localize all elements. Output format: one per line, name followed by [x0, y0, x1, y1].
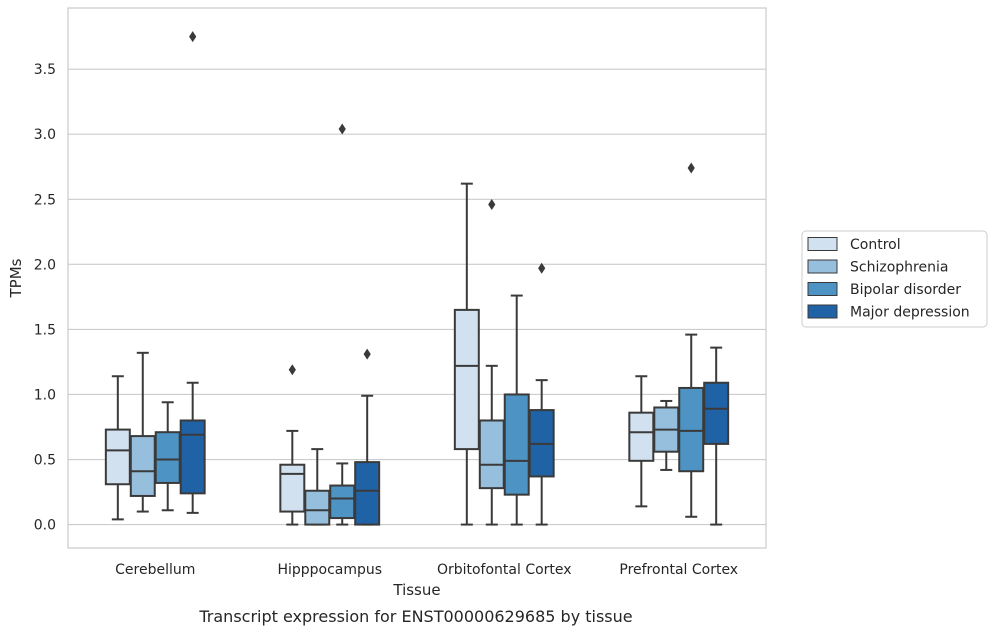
y-tick-label: 2.5 [34, 192, 56, 208]
box-iqr [354, 461, 381, 526]
x-tick-label: Cerebellum [115, 562, 195, 578]
legend-item-control[interactable]: Control [807, 237, 901, 253]
plot-frame [67, 7, 767, 549]
outlier-point [363, 348, 371, 360]
box-iqr [304, 489, 331, 526]
outlier-point [687, 162, 695, 174]
box-iqr [678, 386, 705, 473]
legend-item-major-depression[interactable]: Major depression [807, 304, 970, 321]
box-control [104, 375, 131, 521]
box-control [628, 375, 655, 508]
box-major-depression [528, 262, 555, 526]
legend-label: Major depression [850, 305, 970, 321]
y-tick-label: 3.0 [34, 127, 56, 143]
box-schizophrenia [129, 351, 156, 513]
x-tick-label: Orbitofontal Cortex [437, 562, 572, 578]
box-iqr [478, 419, 505, 490]
x-axis-label: Tissue [392, 581, 440, 599]
box-major-depression [703, 346, 730, 526]
box-iqr [703, 381, 730, 445]
legend-label: Schizophrenia [850, 260, 948, 276]
outlier-point [189, 31, 197, 43]
box-bipolar-disorder [678, 162, 705, 518]
outlier-point [538, 262, 546, 274]
box-schizophrenia [304, 448, 331, 526]
box-bipolar-disorder [329, 123, 356, 526]
box-control [279, 364, 306, 526]
x-tick-label: Prefrontal Cortex [619, 562, 738, 578]
y-tick-label: 0.0 [34, 518, 56, 534]
box-iqr [279, 463, 306, 513]
y-tick-label: 1.0 [34, 387, 56, 403]
y-tick-labels: 0.0 0.5 1.0 1.5 2.0 2.5 3.0 3.5 [34, 62, 56, 533]
box-plots [104, 31, 730, 526]
box-iqr [154, 431, 181, 484]
box-bipolar-disorder [154, 401, 181, 512]
legend-item-schizophrenia[interactable]: Schizophrenia [807, 259, 948, 276]
box-schizophrenia [478, 198, 505, 526]
legend-item-bipolar-disorder[interactable]: Bipolar disorder [807, 282, 961, 298]
y-tick-label: 0.5 [34, 453, 56, 469]
x-tick-labels: Cerebellum Hipppocampus Orbitofontal Corte… [115, 562, 738, 578]
box-bipolar-disorder [503, 294, 530, 526]
box-iqr [628, 411, 655, 462]
box-major-depression [179, 31, 206, 514]
legend[interactable]: Control Schizophrenia Bipolar disorder Majo… [801, 230, 988, 328]
legend-label: Control [850, 237, 901, 253]
chart-caption: Transcript expression for ENST0000062968… [198, 607, 632, 626]
box-iqr [129, 435, 156, 497]
legend-swatch [807, 304, 838, 319]
x-tick-label: Hipppocampus [277, 562, 382, 578]
box-iqr [329, 484, 356, 520]
y-tick-label: 2.0 [34, 257, 56, 273]
outlier-point [338, 123, 346, 135]
box-iqr [179, 419, 206, 495]
legend-frame [801, 230, 988, 328]
box-iqr [503, 393, 530, 496]
box-iqr [104, 428, 131, 486]
y-tick-label: 1.5 [34, 322, 56, 338]
outlier-point [288, 364, 296, 376]
box-iqr [453, 308, 480, 451]
outlier-point [488, 198, 496, 210]
y-axis-label: TPMs [7, 258, 25, 298]
box-major-depression [354, 348, 381, 526]
legend-swatch [807, 259, 838, 274]
legend-swatch [807, 237, 838, 251]
legend-swatch [807, 282, 838, 296]
legend-label: Bipolar disorder [850, 282, 961, 298]
y-tick-label: 3.5 [34, 62, 56, 78]
box-control [453, 182, 480, 526]
